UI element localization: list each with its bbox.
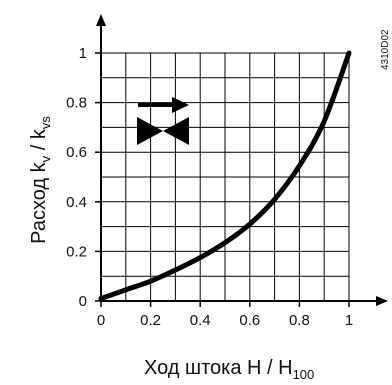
y-tick-label: 1 bbox=[79, 45, 87, 62]
x-tick-label: 0.4 bbox=[190, 312, 211, 329]
valve-symbol-icon bbox=[137, 117, 189, 145]
y-axis-arrowhead bbox=[96, 14, 106, 26]
y-axis-label-sub-1: v bbox=[38, 155, 53, 162]
x-tick-label: 0.2 bbox=[140, 312, 161, 329]
x-tick-label: 0.8 bbox=[289, 312, 310, 329]
y-tick-labels: 0 0.2 0.4 0.6 0.8 1 bbox=[66, 45, 87, 310]
figure-code: 4310D02 bbox=[380, 29, 391, 70]
x-axis-arrowhead bbox=[376, 296, 388, 306]
y-tick-label: 0.4 bbox=[66, 194, 87, 211]
y-tick-label: 0.8 bbox=[66, 95, 87, 112]
x-axis-label-main: Ход штока H / H bbox=[144, 357, 293, 379]
flow-direction-arrow-icon bbox=[138, 97, 189, 113]
x-tick-label: 1 bbox=[345, 312, 353, 329]
x-tick-label: 0 bbox=[97, 312, 105, 329]
axes bbox=[95, 14, 388, 307]
x-axis-label-sub: 100 bbox=[293, 367, 315, 382]
series-group bbox=[98, 50, 352, 302]
x-axis-label: Ход штока H / H100 bbox=[144, 357, 314, 382]
grid-lines bbox=[101, 52, 350, 301]
y-axis-label-part-2: / k bbox=[28, 128, 50, 156]
y-axis-label-part-1: Расход k bbox=[28, 161, 50, 243]
series-line bbox=[98, 50, 352, 302]
y-tick-label: 0.2 bbox=[66, 243, 87, 260]
x-tick-label: 0.6 bbox=[239, 312, 260, 329]
x-tick-labels: 0 0.2 0.4 0.6 0.8 1 bbox=[97, 312, 353, 329]
y-tick-label: 0 bbox=[79, 293, 87, 310]
y-axis-label-sub-2: vs bbox=[38, 116, 53, 130]
y-tick-label: 0.6 bbox=[66, 144, 87, 161]
y-axis-label: Расход kv / kvs bbox=[28, 116, 53, 244]
